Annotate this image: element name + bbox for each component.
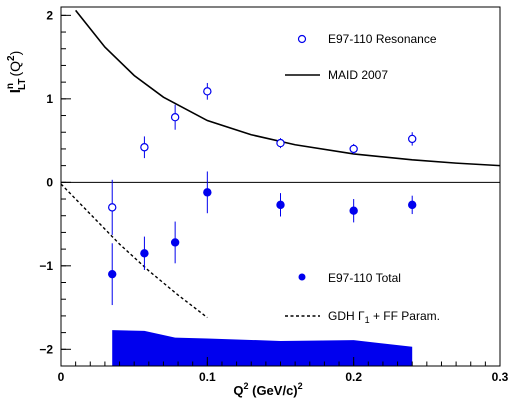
legend-total-label: E97-110 Total — [328, 271, 401, 285]
total-data-point — [276, 200, 285, 210]
resonance-data-point — [408, 134, 417, 144]
systematic-band — [112, 330, 413, 366]
x-tick-label: 0.1 — [199, 370, 216, 384]
systematic-band-layer — [112, 330, 413, 366]
total-data-point — [203, 188, 212, 197]
axis-ticks: 0 0.1 0.2 0.3 −2 −1 0 1 2 — [39, 8, 508, 384]
legend-gdh-label: GDH Γ1 + FF Param. — [328, 309, 440, 325]
legend-maid-label: MAID 2007 — [328, 68, 388, 82]
total-data-point — [349, 206, 358, 215]
total-data-point — [170, 238, 180, 247]
total-data-point — [140, 249, 149, 258]
total-data-point — [408, 200, 417, 210]
resonance-data-point — [349, 144, 358, 154]
x-axis-title: Q2 (GeV/c)2 — [233, 381, 302, 398]
resonance-data-point — [108, 203, 117, 212]
legend-total-marker — [298, 273, 306, 281]
data-points-layer — [108, 82, 417, 306]
resonance-data-point — [276, 138, 285, 148]
x-tick-label: 0 — [58, 370, 65, 384]
resonance-data-point — [203, 87, 212, 96]
x-tick-label: 0.2 — [345, 370, 362, 384]
y-tick-label: −2 — [39, 342, 53, 356]
gdh-ff-param-curve — [60, 183, 208, 319]
legend-resonance-marker — [297, 34, 307, 44]
y-tick-label: 2 — [46, 8, 53, 22]
model-curves-layer — [60, 9, 501, 319]
x-tick-label: 0.3 — [492, 370, 509, 384]
y-tick-label: 1 — [46, 92, 53, 106]
y-tick-label: −1 — [39, 259, 53, 273]
resonance-data-point — [140, 143, 149, 152]
total-data-point — [108, 269, 117, 279]
resonance-data-point — [170, 113, 180, 122]
legend: E97-110 Resonance MAID 2007 E97-110 Tota… — [285, 32, 440, 325]
legend-resonance-label: E97-110 Resonance — [328, 32, 437, 46]
maid-2007-curve — [75, 9, 501, 167]
y-tick-label: 0 — [46, 175, 53, 189]
y-axis-title: InLT(Q2) — [5, 51, 28, 94]
